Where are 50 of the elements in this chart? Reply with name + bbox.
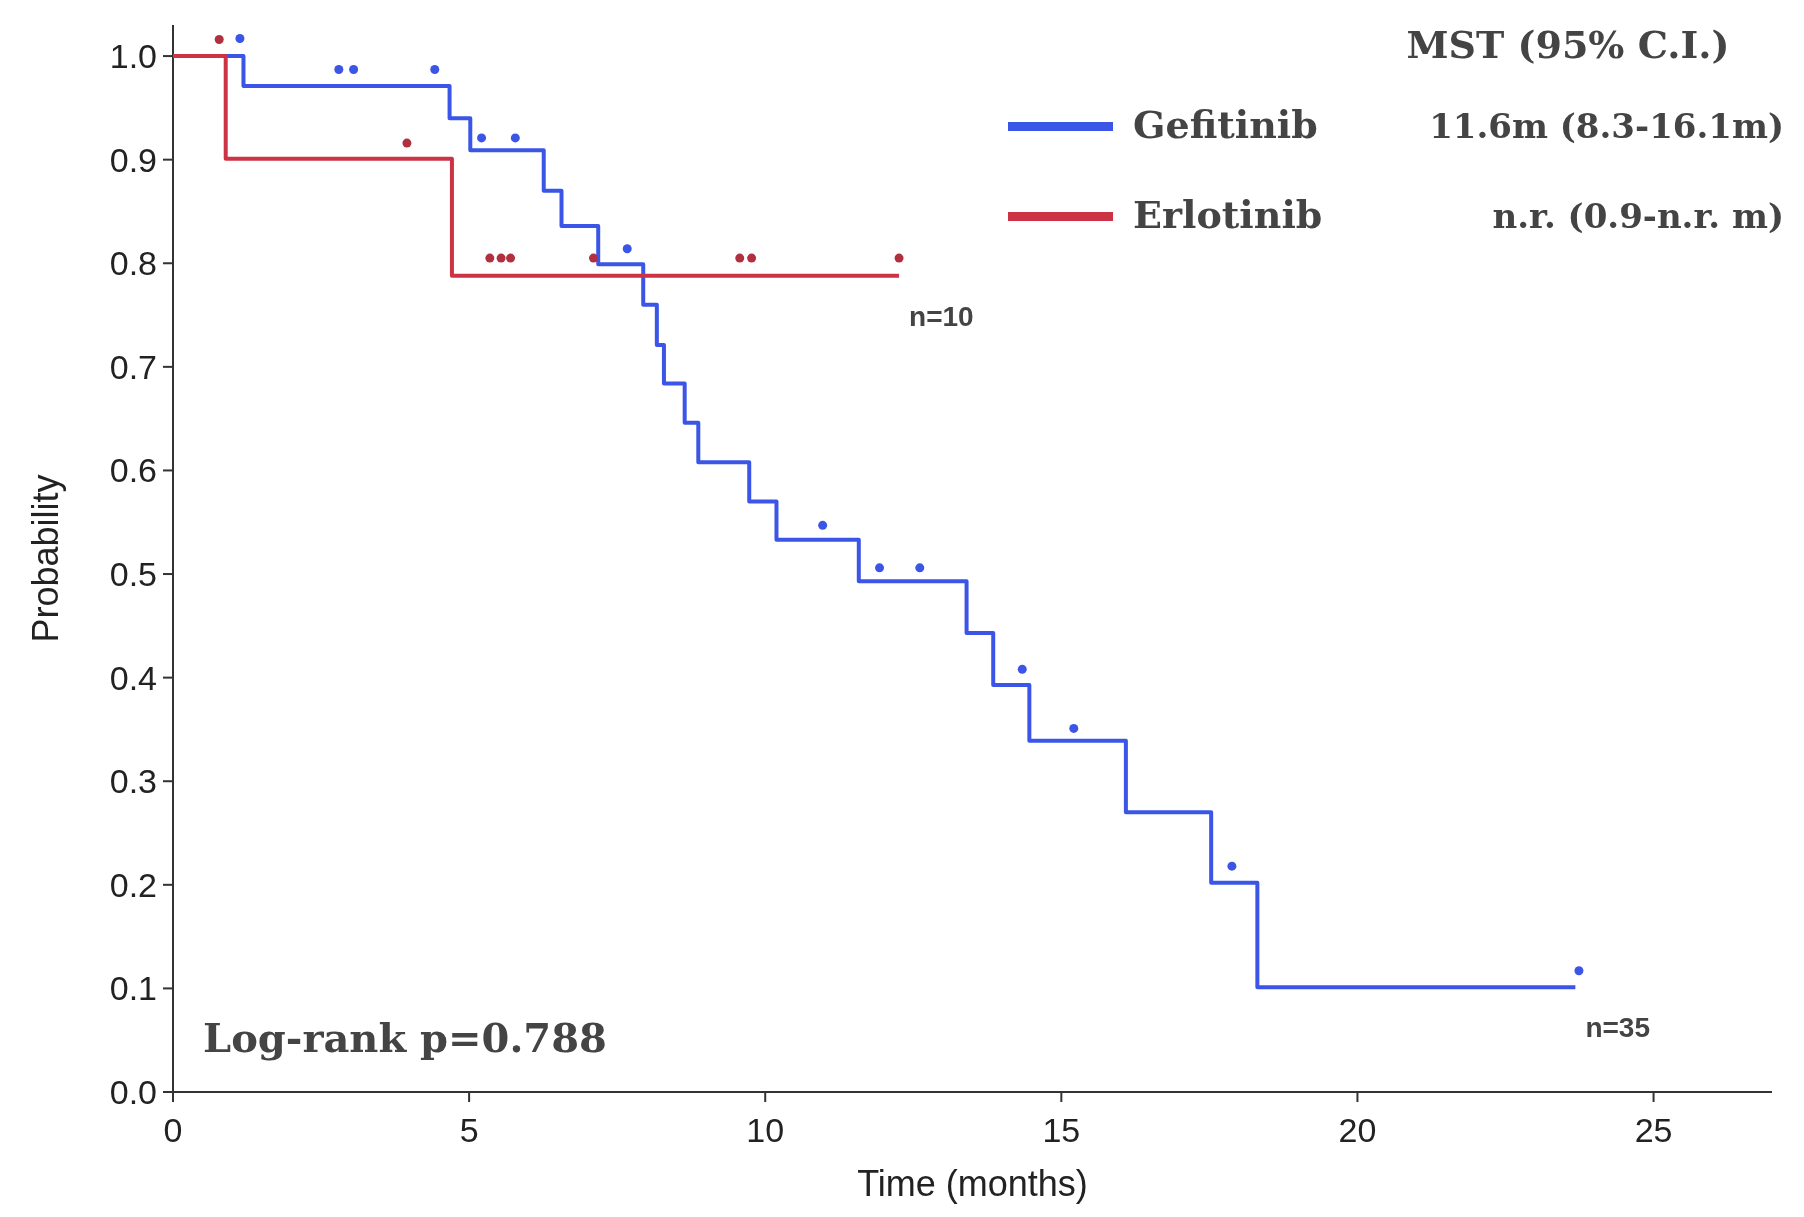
y-tick-label: 0.7 [109,347,157,386]
y-tick-label: 0.5 [109,554,157,593]
annotation: n.r. (0.9-n.r. m) [1492,196,1784,236]
y-tick-label: 0.9 [109,140,157,179]
x-tick-label: 5 [459,1111,479,1149]
point [588,253,598,263]
annotation: 11.6m (8.3-16.1m) [1429,106,1784,146]
point [477,133,487,143]
point [818,520,828,530]
annotation: n=35 [1585,1012,1650,1044]
point [506,253,516,263]
point [349,65,359,75]
point [1017,664,1027,674]
point [235,33,245,43]
point [1227,861,1237,871]
y-tick-label: 0.1 [109,969,157,1008]
point [875,563,885,573]
point [334,65,344,75]
y-tick-label: 0.6 [109,451,157,490]
point [1069,723,1079,733]
point [496,253,506,263]
x-tick-label: 25 [1634,1111,1673,1149]
point [402,138,412,148]
x-tick-label: 15 [1042,1111,1081,1149]
y-tick-label: 1.0 [109,36,157,75]
y-tick-label: 0.4 [109,658,157,697]
point [747,253,757,263]
point [214,35,224,44]
x-axis-title: Time (months) [857,1163,1088,1204]
point [915,563,925,573]
x-tick-label: 10 [746,1111,785,1149]
y-tick-label: 0.0 [109,1072,157,1111]
point [894,253,904,263]
y-tick-label: 0.8 [109,244,157,283]
legend-title: MST (95% C.I.) [1406,22,1730,67]
point [735,253,745,263]
point [622,244,632,254]
point [485,253,495,263]
annotation: Log-rank p=0.788 [203,1014,607,1061]
x-tick-label: 20 [1338,1111,1377,1149]
annotation: n=10 [909,300,974,332]
y-tick-label: 0.2 [109,865,157,904]
point [1574,966,1584,976]
y-axis-title: Probability [25,474,66,643]
point [510,133,520,143]
y-tick-label: 0.3 [109,762,157,801]
legend-label: Gefitinib [1133,102,1318,147]
legend-label: Erlotinib [1133,192,1323,237]
point [430,65,440,75]
x-tick-label: 0 [163,1111,183,1149]
